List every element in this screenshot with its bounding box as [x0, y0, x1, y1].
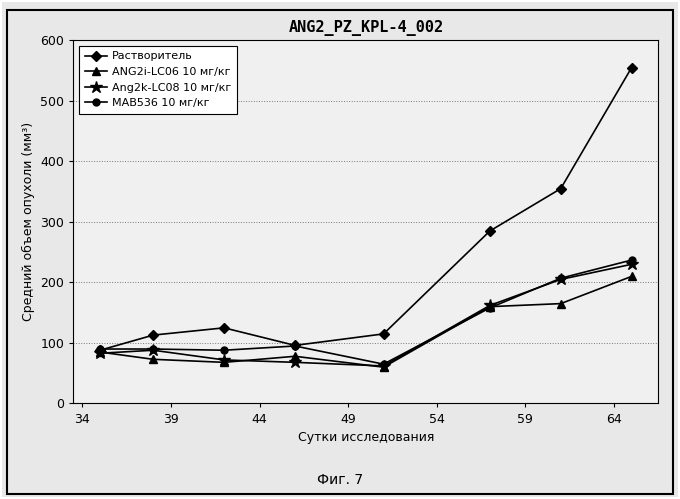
Ang2k-LC08 10 мг/кг — [379, 363, 388, 369]
ANG2i-LC06 10 мг/кг — [379, 364, 388, 370]
Line: MAB536 10 мг/кг: MAB536 10 мг/кг — [97, 256, 635, 368]
Растворитель — [220, 325, 228, 331]
ANG2i-LC06 10 мг/кг — [96, 349, 104, 355]
Line: Ang2k-LC08 10 мг/кг: Ang2k-LC08 10 мг/кг — [94, 258, 638, 372]
Ang2k-LC08 10 мг/кг — [149, 347, 157, 353]
Растворитель — [486, 228, 494, 234]
Ang2k-LC08 10 мг/кг — [291, 359, 299, 365]
Растворитель — [149, 332, 157, 338]
Ang2k-LC08 10 мг/кг — [220, 357, 228, 363]
Растворитель — [557, 186, 565, 192]
MAB536 10 мг/кг — [96, 346, 104, 352]
Line: Растворитель: Растворитель — [97, 64, 635, 354]
MAB536 10 мг/кг — [379, 361, 388, 367]
X-axis label: Сутки исследования: Сутки исследования — [298, 431, 434, 444]
ANG2i-LC06 10 мг/кг — [557, 300, 565, 306]
ANG2i-LC06 10 мг/кг — [220, 359, 228, 365]
Text: Фиг. 7: Фиг. 7 — [317, 473, 363, 487]
ANG2i-LC06 10 мг/кг — [291, 353, 299, 359]
MAB536 10 мг/кг — [291, 343, 299, 349]
MAB536 10 мг/кг — [628, 257, 636, 263]
Ang2k-LC08 10 мг/кг — [557, 276, 565, 282]
MAB536 10 мг/кг — [149, 346, 157, 352]
Ang2k-LC08 10 мг/кг — [96, 350, 104, 356]
Title: ANG2_PZ_KPL-4_002: ANG2_PZ_KPL-4_002 — [288, 20, 443, 36]
MAB536 10 мг/кг — [486, 305, 494, 311]
MAB536 10 мг/кг — [220, 347, 228, 353]
Line: ANG2i-LC06 10 мг/кг: ANG2i-LC06 10 мг/кг — [96, 272, 636, 371]
ANG2i-LC06 10 мг/кг — [149, 356, 157, 362]
Растворитель — [379, 331, 388, 337]
Legend: Растворитель, ANG2i-LC06 10 мг/кг, Ang2k-LC08 10 мг/кг, MAB536 10 мг/кг: Растворитель, ANG2i-LC06 10 мг/кг, Ang2k… — [79, 46, 237, 114]
Ang2k-LC08 10 мг/кг — [486, 302, 494, 308]
Растворитель — [96, 347, 104, 353]
Ang2k-LC08 10 мг/кг — [628, 261, 636, 267]
Растворитель — [291, 342, 299, 348]
Растворитель — [628, 64, 636, 70]
MAB536 10 мг/кг — [557, 275, 565, 281]
ANG2i-LC06 10 мг/кг — [486, 304, 494, 310]
ANG2i-LC06 10 мг/кг — [628, 273, 636, 279]
Y-axis label: Средний объем опухоли (мм³): Средний объем опухоли (мм³) — [22, 122, 35, 321]
